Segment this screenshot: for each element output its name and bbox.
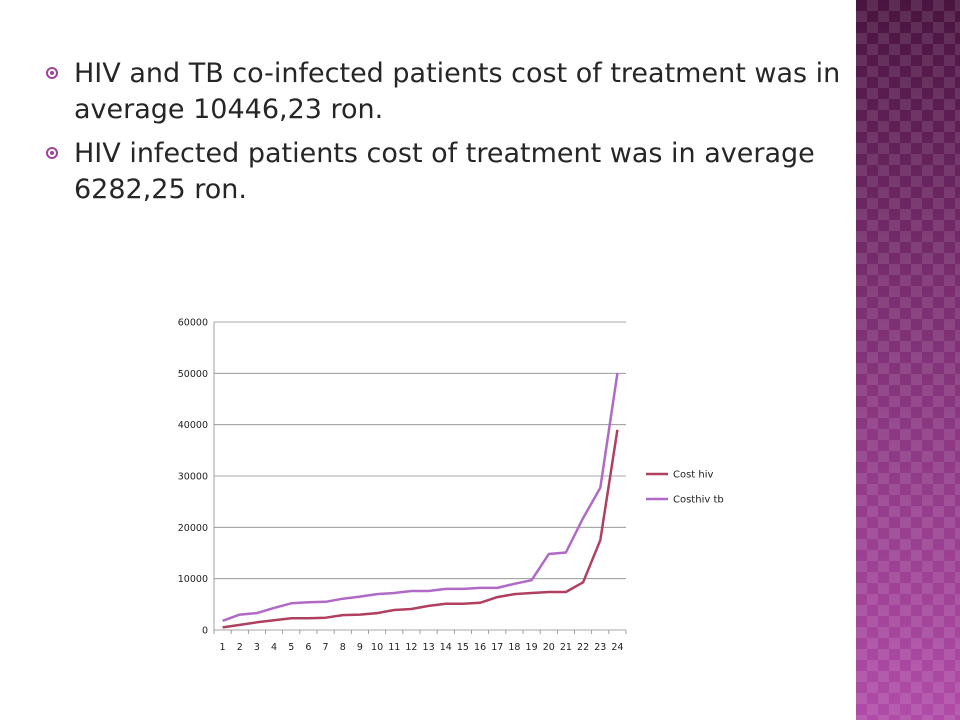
x-tick-label: 19 [526, 642, 538, 653]
x-tick-label: 24 [611, 642, 623, 653]
y-tick-label: 60000 [178, 318, 208, 329]
x-tick-label: 15 [457, 642, 469, 653]
bullet-text: HIV and TB co-infected patients cost of … [74, 58, 841, 125]
series-line-1 [222, 429, 619, 629]
bullet-item-coinfected: HIV and TB co-infected patients cost of … [46, 56, 856, 128]
x-tick-label: 13 [423, 642, 435, 653]
x-tick-label: 1 [220, 642, 226, 653]
legend-label: Cost hiv [673, 470, 714, 481]
y-tick-label: 50000 [178, 369, 208, 380]
series-line-2 [222, 373, 619, 622]
x-tick-label: 14 [440, 642, 452, 653]
x-tick-label: 6 [305, 642, 311, 653]
y-tick-label: 0 [202, 626, 208, 637]
y-tick-label: 40000 [178, 420, 208, 431]
x-tick-label: 9 [357, 642, 363, 653]
x-tick-label: 3 [254, 642, 260, 653]
x-tick-label: 11 [388, 642, 400, 653]
legend-label: Costhiv tb [673, 495, 724, 506]
decorative-side-band [856, 0, 960, 720]
y-tick-label: 20000 [178, 523, 208, 534]
x-tick-label: 22 [577, 642, 589, 653]
x-tick-label: 10 [371, 642, 383, 653]
y-tick-label: 30000 [178, 472, 208, 483]
x-tick-label: 8 [340, 642, 346, 653]
bullet-icon [46, 147, 58, 159]
bullet-icon [46, 67, 58, 79]
bullet-list: HIV and TB co-infected patients cost of … [46, 56, 856, 216]
x-tick-label: 4 [271, 642, 277, 653]
bullet-text: HIV infected patients cost of treatment … [74, 138, 815, 205]
x-tick-label: 12 [405, 642, 417, 653]
x-tick-label: 16 [474, 642, 486, 653]
y-tick-label: 10000 [178, 574, 208, 585]
x-tick-label: 7 [323, 642, 329, 653]
x-tick-label: 23 [594, 642, 606, 653]
x-tick-label: 18 [508, 642, 520, 653]
x-tick-label: 2 [237, 642, 243, 653]
x-tick-label: 5 [288, 642, 294, 653]
bullet-item-hiv: HIV infected patients cost of treatment … [46, 136, 856, 208]
side-band-divider [853, 0, 856, 720]
x-tick-label: 20 [543, 642, 555, 653]
x-tick-label: 21 [560, 642, 572, 653]
x-tick-label: 17 [491, 642, 503, 653]
